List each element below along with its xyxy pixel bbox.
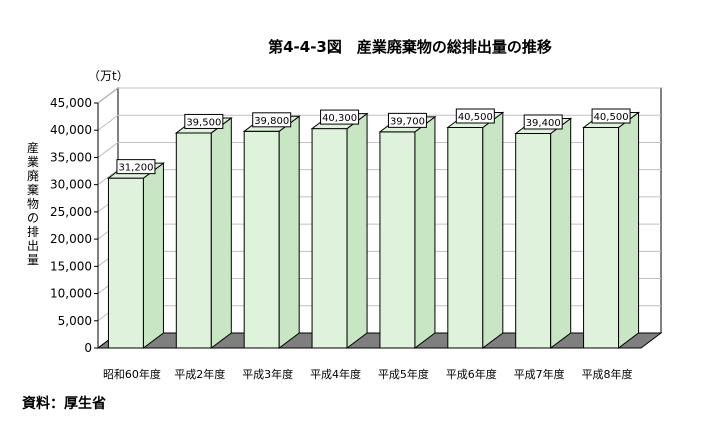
bar-front <box>447 127 484 349</box>
y-axis-label-char: 出 <box>27 239 39 253</box>
data-label-box <box>320 109 360 125</box>
source-note: 資料：厚生省 <box>22 396 106 412</box>
bar-side <box>210 116 232 349</box>
bar-front <box>379 131 416 349</box>
y-axis-label-char: 廃 <box>27 168 39 183</box>
y-axis-label-char: 排 <box>27 225 39 239</box>
y-unit-label: （万t） <box>88 69 129 83</box>
y-axis-label-char: 物 <box>27 197 39 211</box>
bar <box>310 112 369 349</box>
bar-side <box>142 162 164 349</box>
gridline-side <box>97 169 119 186</box>
bar <box>106 162 165 349</box>
x-tick-label: 平成7年度 <box>514 367 565 381</box>
gridline-side <box>97 87 119 104</box>
data-label-box <box>387 112 427 128</box>
bar-front <box>515 132 552 349</box>
bar-side <box>482 111 504 349</box>
bar-side <box>278 115 300 349</box>
y-axis-label-char: 棄 <box>27 182 39 197</box>
y-axis-label-char: 業 <box>27 155 39 169</box>
x-tick-label: 平成5年度 <box>378 367 429 381</box>
data-label: 39,800 <box>254 116 289 127</box>
data-label-box <box>523 114 563 130</box>
y-tick-label: 25,000 <box>50 205 92 219</box>
y-tick-label: 45,000 <box>50 96 92 110</box>
bar-side <box>414 115 436 349</box>
plot-area: 0 5,000 10,000 15,000 20,000 25,000 30,000 35,0… <box>50 87 663 381</box>
y-tick-label: 20,000 <box>50 232 92 246</box>
x-tick-label: 昭和60年度 <box>103 367 161 381</box>
bar-front <box>243 130 280 349</box>
bar-front <box>107 177 144 349</box>
bar <box>378 115 437 349</box>
y-tick-label: 10,000 <box>50 287 92 301</box>
x-tick-label: 平成2年度 <box>174 367 225 381</box>
y-tick-label: 35,000 <box>50 150 92 164</box>
y-tick-label: 15,000 <box>50 259 92 273</box>
bar <box>174 116 233 349</box>
y-axis-label-char: の <box>27 211 39 225</box>
bar <box>446 111 505 349</box>
bar-front <box>583 127 620 349</box>
y-tick-label: 40,000 <box>50 123 92 137</box>
y-tick-label: 5,000 <box>58 314 92 328</box>
data-label-box <box>455 108 495 124</box>
data-label: 40,500 <box>458 112 493 123</box>
bar-front <box>311 128 348 349</box>
bar-front <box>175 132 212 349</box>
x-tick-label: 平成3年度 <box>242 367 293 381</box>
bar <box>242 115 301 349</box>
x-tick-label: 平成8年度 <box>582 367 633 381</box>
data-label-box <box>184 113 224 129</box>
x-tick-label: 平成4年度 <box>310 367 361 381</box>
data-label-box <box>116 159 156 175</box>
data-label: 31,200 <box>118 163 153 174</box>
gridline-side <box>97 114 119 131</box>
data-label-box <box>252 112 292 128</box>
chart-title: 第4-4-3図 産業廃棄物の総排出量の推移 <box>268 38 552 56</box>
data-label: 40,300 <box>322 113 357 124</box>
bar-side <box>550 117 572 349</box>
bar <box>582 111 641 349</box>
y-axis-label-char: 量 <box>27 253 39 267</box>
y-axis-label-char: 産 <box>27 140 39 155</box>
data-label-box <box>591 108 631 124</box>
bar <box>514 117 573 349</box>
data-label: 39,400 <box>526 118 561 129</box>
x-tick-label: 平成6年度 <box>446 367 497 381</box>
data-label: 40,500 <box>594 112 629 123</box>
y-tick-label: 30,000 <box>50 178 92 192</box>
bar-side <box>346 112 368 349</box>
data-label: 39,700 <box>390 116 425 127</box>
data-label: 39,500 <box>186 117 221 128</box>
y-tick-label: 0 <box>84 341 92 355</box>
gridline-side <box>97 142 119 158</box>
bar-side <box>618 111 640 349</box>
